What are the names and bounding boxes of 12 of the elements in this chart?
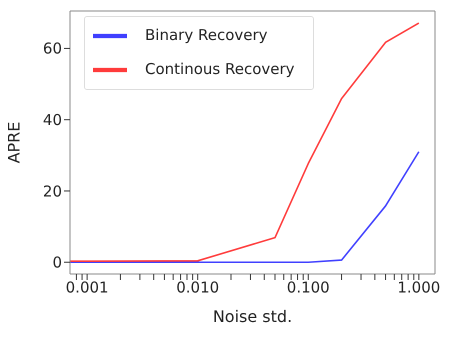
y-tick-label: 60 (42, 40, 62, 58)
y-tick-label: 40 (42, 111, 62, 130)
x-tick-label: 0.100 (286, 278, 330, 297)
x-axis-title: Noise std. (212, 307, 292, 326)
legend-label: Binary Recovery (145, 26, 268, 44)
x-tick-label: 0.010 (176, 278, 220, 297)
x-tick-label: 0.001 (66, 278, 109, 297)
y-axis-title: APRE (4, 122, 24, 164)
y-tick-label: 0 (52, 254, 62, 272)
x-tick-label: 1.000 (397, 278, 440, 297)
y-tick-label: 20 (42, 182, 62, 200)
legend-label: Continous Recovery (145, 60, 295, 78)
